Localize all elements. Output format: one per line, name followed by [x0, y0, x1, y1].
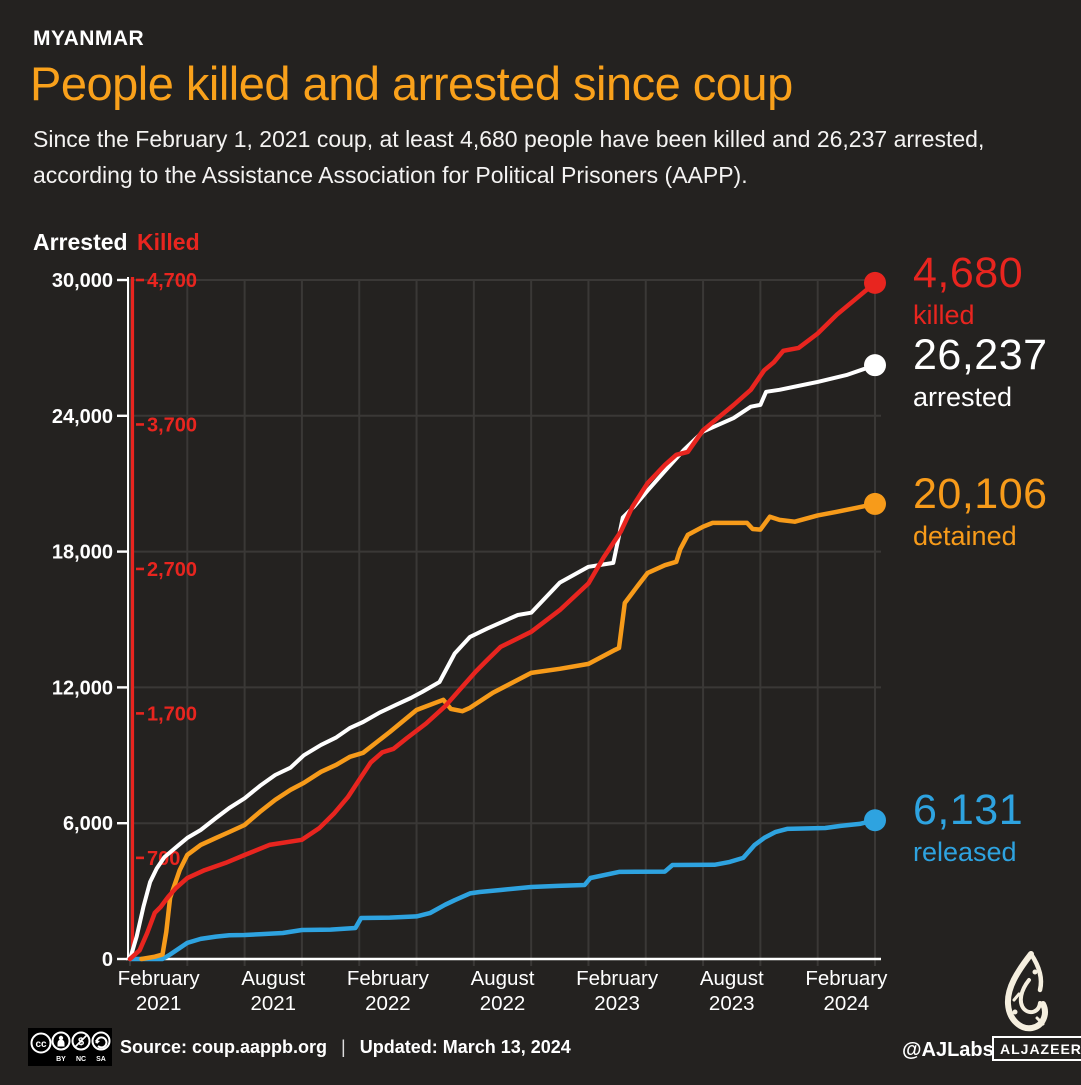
source-line: Source: coup.aappb.org | Updated: March 13…: [120, 1037, 571, 1058]
end-label-arrested: 26,237 arrested: [913, 334, 1048, 411]
end-label-sublabel-killed: killed: [913, 299, 975, 330]
y-tick-label-arrested: 12,000: [52, 677, 113, 699]
source-separator: |: [341, 1037, 346, 1057]
end-label-value-killed: 4,680: [913, 248, 1024, 297]
series-end-dot-detained: [864, 492, 886, 515]
x-tick-label: August 2021: [241, 967, 305, 1015]
x-tick-label: February 2022: [347, 967, 430, 1015]
x-tick-label: August 2023: [700, 967, 764, 1015]
updated-text: Updated: March 13, 2024: [359, 1037, 571, 1057]
y-tick-label-arrested: 24,000: [52, 406, 113, 428]
end-label-value-detained: 20,106: [913, 469, 1048, 518]
cc-nc-icon: $ NC: [71, 1031, 91, 1063]
y-tick-label-killed: 1,700: [147, 703, 197, 725]
series-line-detained: [139, 501, 878, 962]
y-tick-label-arrested: 30,000: [52, 270, 113, 292]
svg-text:BY: BY: [56, 1056, 66, 1063]
header-kicker: MYANMAR: [33, 27, 145, 50]
x-tick-label: February 2024: [805, 967, 888, 1015]
y-tick-label-killed: 4,700: [147, 270, 197, 292]
end-label-sublabel-detained: detained: [913, 520, 1017, 551]
y-tick-label-killed: 3,700: [147, 414, 197, 436]
y-tick-label-arrested: 6,000: [63, 813, 113, 835]
x-tick-label: February 2021: [118, 967, 201, 1015]
series-line-released: [127, 817, 878, 962]
aljazeera-flame-logo: [995, 950, 1057, 1045]
series-end-dot-killed: [864, 271, 886, 294]
svg-text:SA: SA: [96, 1056, 106, 1063]
end-label-detained: 20,106 detained: [913, 469, 1048, 551]
svg-text:NC: NC: [76, 1056, 86, 1063]
x-tick-label: August 2022: [471, 967, 535, 1015]
end-label-sublabel-arrested: arrested: [913, 382, 1013, 413]
y-tick-label-arrested: 18,000: [52, 542, 113, 564]
x-tick-label: February 2023: [576, 967, 659, 1015]
series-end-dot-released: [864, 809, 886, 832]
ajlabs-credit: @AJLabs: [902, 1039, 994, 1061]
series-end-dot-arrested: [864, 354, 886, 377]
end-label-value-arrested: 26,237: [913, 331, 1048, 380]
cc-by-icon: BY: [51, 1031, 71, 1063]
cc-sa-icon: SA: [91, 1031, 111, 1063]
cc-icon: cc: [30, 1032, 52, 1054]
page-subtitle: Since the February 1, 2021 coup, at leas…: [33, 126, 985, 188]
legend-arrested-label: Arrested: [33, 229, 128, 255]
page-title: People killed and arrested since coup: [30, 57, 793, 110]
end-label-released: 6,131 released: [913, 789, 1023, 866]
end-label-value-released: 6,131: [913, 786, 1024, 835]
end-label-killed: 4,680 killed: [913, 248, 1024, 330]
end-label-sublabel-released: released: [913, 837, 1017, 868]
legend-killed-label: Killed: [137, 229, 200, 255]
aljazeera-wordmark: ALJAZEERA: [992, 1036, 1081, 1061]
series-line-killed: [127, 280, 878, 962]
cc-license-badge: cc BY $ NC SA: [28, 1028, 112, 1066]
series-line-arrested: [128, 363, 877, 961]
y-tick-label-arrested: 0: [102, 949, 113, 971]
source-text: Source: coup.aappb.org: [120, 1037, 328, 1057]
y-tick-label-killed: 2,700: [147, 559, 197, 581]
svg-text:cc: cc: [35, 1039, 47, 1050]
